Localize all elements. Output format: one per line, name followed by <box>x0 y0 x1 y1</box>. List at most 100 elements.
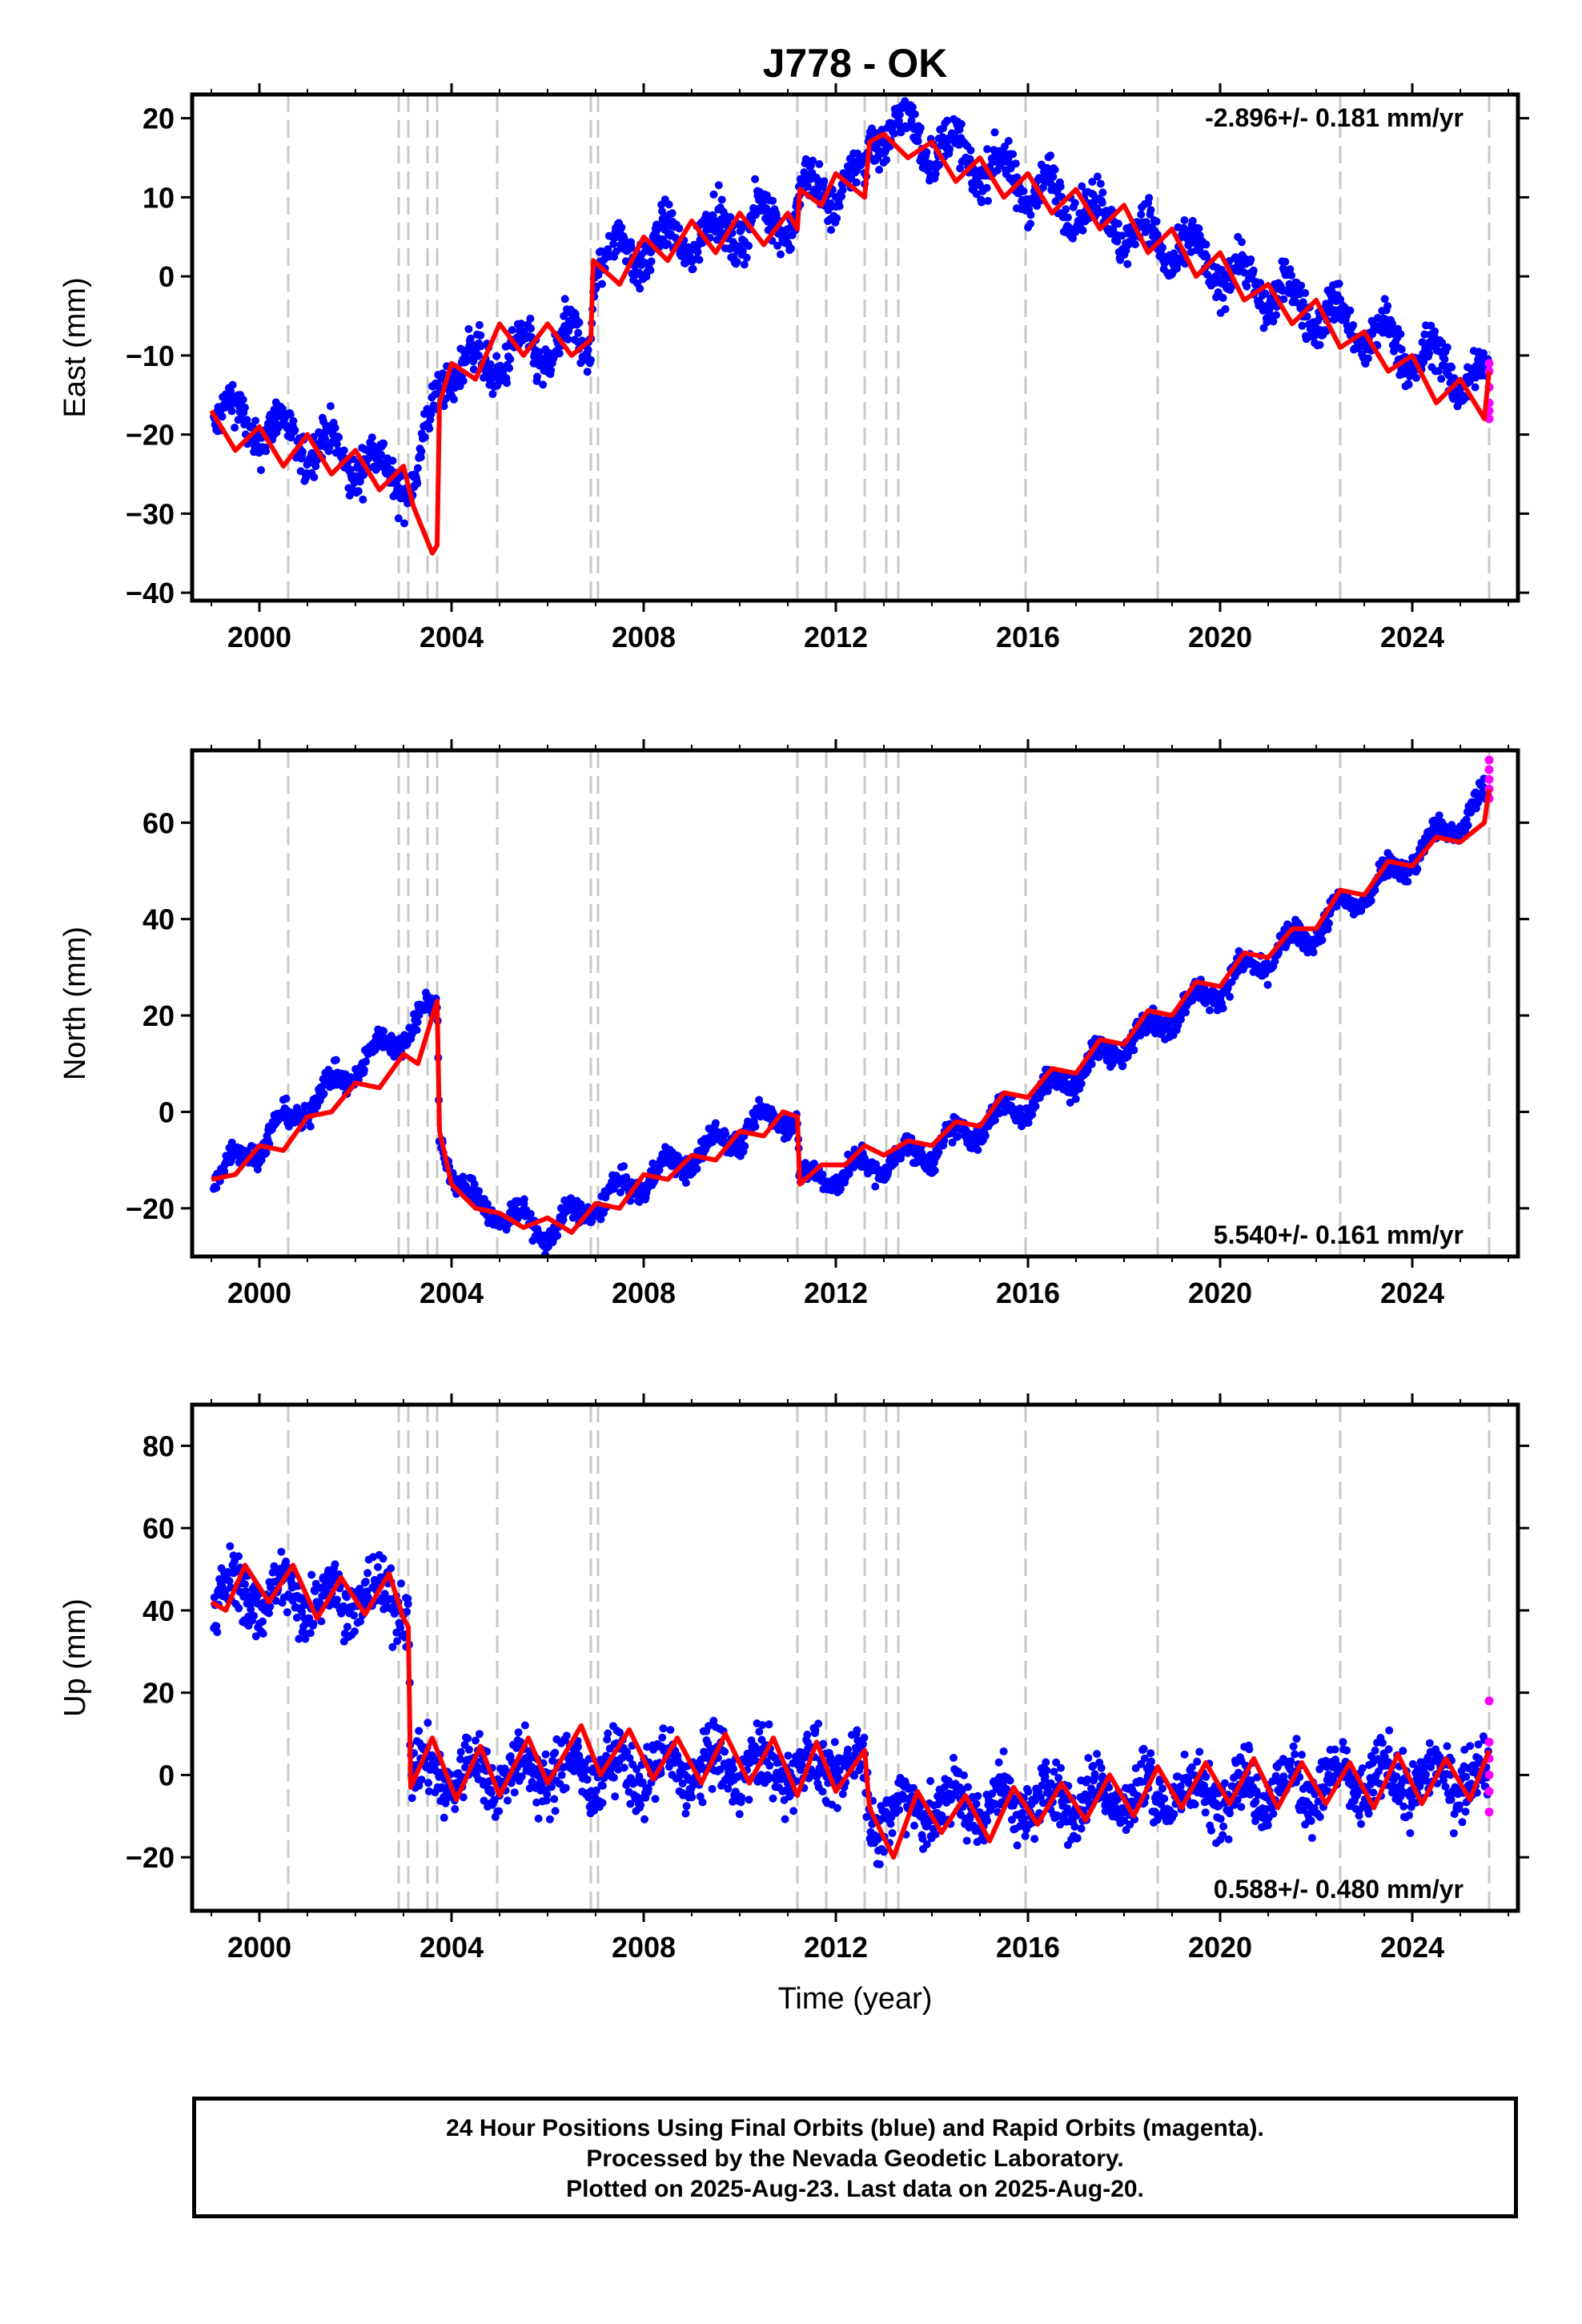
north-point <box>319 1089 328 1098</box>
up-point <box>729 1764 737 1773</box>
east-point <box>492 352 501 360</box>
east-point <box>956 164 965 173</box>
north-point <box>1130 1046 1138 1055</box>
east-point <box>668 209 677 218</box>
east-point <box>733 258 741 266</box>
east-point <box>665 200 673 209</box>
north-point <box>596 1215 605 1224</box>
east-point <box>331 424 339 432</box>
east-point <box>449 395 458 404</box>
east-point <box>394 514 403 523</box>
up-point <box>548 1756 557 1765</box>
east-point <box>425 424 434 433</box>
east-point <box>459 376 468 385</box>
east-point <box>1152 217 1161 226</box>
north-ytick-label: −20 <box>126 1192 175 1225</box>
east-point <box>413 479 422 488</box>
east-point <box>1240 268 1249 277</box>
east-point <box>946 145 954 154</box>
east-point <box>535 348 544 356</box>
east-point <box>332 440 341 448</box>
north-point <box>413 1018 422 1027</box>
east-point <box>966 146 975 155</box>
east-point <box>1056 183 1065 191</box>
east-point <box>388 456 397 465</box>
up-point <box>307 1570 316 1579</box>
east-point <box>833 214 841 223</box>
north-point <box>553 1232 562 1240</box>
east-point <box>689 264 697 273</box>
up-point <box>548 1783 556 1791</box>
north-point <box>1077 1080 1086 1088</box>
east-point <box>560 295 569 304</box>
east-point <box>984 196 992 205</box>
east-point <box>1009 150 1018 159</box>
up-point <box>396 1579 405 1588</box>
east-point <box>612 247 620 255</box>
north-point <box>412 1026 421 1035</box>
east-point <box>815 160 824 168</box>
east-point <box>835 202 844 211</box>
north-point <box>693 1164 701 1173</box>
north-point <box>818 1170 827 1179</box>
north-ytick-label: 20 <box>143 999 175 1032</box>
up-point <box>277 1547 286 1556</box>
up-point <box>517 1772 526 1781</box>
north-xtick-label: 2008 <box>612 1277 676 1309</box>
east-point <box>1026 219 1035 228</box>
north-point <box>362 1057 371 1066</box>
north-point <box>520 1195 528 1204</box>
north-rate-label: 5.540+/- 0.161 mm/yr <box>1214 1220 1464 1249</box>
east-point <box>1480 349 1488 358</box>
north-point <box>331 1055 340 1064</box>
east-point <box>586 356 595 364</box>
east-point <box>291 426 299 435</box>
east-point <box>377 450 385 459</box>
up-point <box>424 1779 432 1787</box>
north-point <box>1403 877 1412 886</box>
east-point <box>503 379 511 388</box>
east-point <box>837 192 846 201</box>
east-point <box>1447 363 1456 372</box>
east-point <box>1114 219 1122 228</box>
up-point <box>638 1778 647 1787</box>
up-point <box>543 1790 552 1799</box>
east-point <box>339 446 348 455</box>
east-point <box>1409 367 1418 376</box>
east-point <box>745 242 753 250</box>
east-point <box>983 145 992 154</box>
east-point <box>647 257 656 266</box>
east-point <box>298 448 307 456</box>
east-point <box>1158 243 1166 252</box>
up-point <box>603 1735 612 1744</box>
up-point <box>404 1599 412 1608</box>
north-point <box>1464 821 1472 830</box>
up-point <box>226 1542 235 1550</box>
up-point <box>658 1733 667 1742</box>
east-point <box>943 116 952 125</box>
east-point <box>1188 216 1197 225</box>
north-point <box>837 1184 845 1193</box>
east-point <box>251 416 260 425</box>
east-point <box>346 465 355 474</box>
up-point <box>626 1799 635 1808</box>
north-point <box>741 1142 749 1151</box>
up-point <box>611 1792 620 1801</box>
east-point <box>1397 345 1406 354</box>
east-point <box>367 433 376 442</box>
up-point <box>259 1630 267 1638</box>
east-point <box>488 390 497 399</box>
east-point <box>827 226 836 235</box>
up-point <box>415 1727 424 1735</box>
east-point <box>809 156 817 165</box>
north-point <box>1323 925 1332 934</box>
up-point <box>682 1802 691 1811</box>
east-point <box>469 357 478 366</box>
east-point <box>1088 178 1097 186</box>
north-point <box>1031 1102 1040 1111</box>
north-point <box>1226 992 1235 1001</box>
north-point <box>1271 957 1279 966</box>
east-point <box>1070 199 1079 207</box>
up-point <box>351 1627 359 1636</box>
north-xtick-label: 2012 <box>804 1277 868 1309</box>
